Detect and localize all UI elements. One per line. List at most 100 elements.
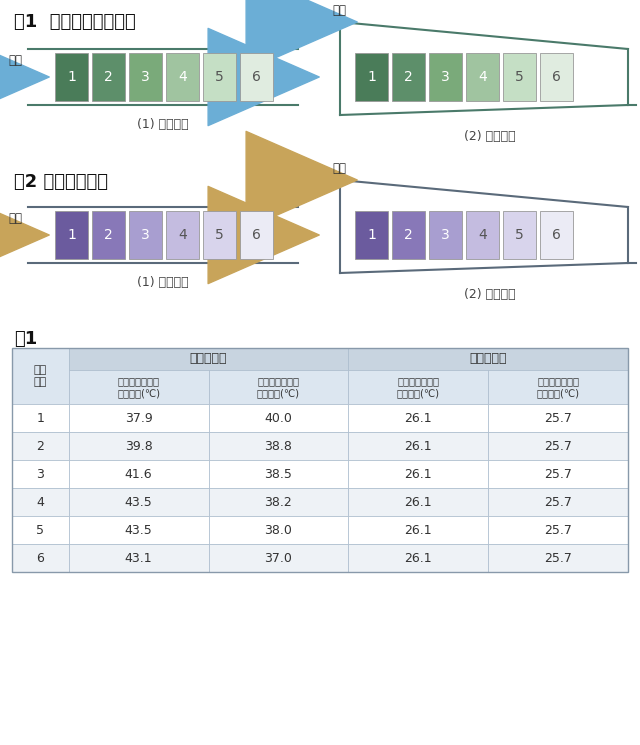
Text: 37.9: 37.9: [125, 411, 152, 425]
Text: 43.5: 43.5: [125, 495, 152, 509]
Bar: [488, 544, 628, 572]
Bar: [348, 432, 488, 460]
Bar: [12, 544, 68, 572]
Text: 3: 3: [36, 468, 44, 481]
Text: 液体: 液体: [8, 212, 22, 225]
Bar: [240, 211, 273, 259]
Bar: [503, 211, 536, 259]
Bar: [68, 516, 209, 544]
Text: 2: 2: [404, 70, 413, 84]
Bar: [55, 211, 88, 259]
Text: 液体: 液体: [332, 162, 346, 175]
Text: 1: 1: [367, 70, 376, 84]
Bar: [209, 370, 348, 404]
Bar: [540, 211, 573, 259]
Bar: [540, 53, 573, 101]
Bar: [209, 460, 348, 488]
Text: 40.0: 40.0: [264, 411, 292, 425]
Text: 2: 2: [404, 228, 413, 242]
Bar: [203, 53, 236, 101]
Bar: [355, 53, 388, 101]
Bar: [209, 432, 348, 460]
Bar: [348, 460, 488, 488]
Bar: [68, 488, 209, 516]
Bar: [12, 432, 68, 460]
Bar: [503, 53, 536, 101]
Bar: [12, 404, 68, 432]
Text: 4: 4: [178, 228, 187, 242]
Bar: [209, 516, 348, 544]
Bar: [348, 516, 488, 544]
Text: 5: 5: [215, 70, 224, 84]
Text: 1: 1: [67, 70, 76, 84]
Text: 并联式流道下的
最高温度(℃): 并联式流道下的 最高温度(℃): [257, 376, 300, 398]
Bar: [68, 404, 209, 432]
Text: 26.1: 26.1: [404, 495, 432, 509]
Text: 1: 1: [67, 228, 76, 242]
Text: 25.7: 25.7: [544, 551, 572, 565]
Bar: [466, 211, 499, 259]
Text: 空气: 空气: [8, 54, 22, 67]
Text: 25.7: 25.7: [544, 495, 572, 509]
Text: 26.1: 26.1: [404, 411, 432, 425]
Text: 4: 4: [178, 70, 187, 84]
Bar: [92, 211, 125, 259]
Bar: [92, 53, 125, 101]
Text: 38.8: 38.8: [264, 440, 292, 452]
Text: 25.7: 25.7: [544, 524, 572, 536]
Bar: [355, 211, 388, 259]
Bar: [348, 404, 488, 432]
Bar: [392, 53, 425, 101]
Text: 液冷模式下: 液冷模式下: [469, 352, 507, 366]
Text: 空气: 空气: [332, 4, 346, 17]
Bar: [488, 488, 628, 516]
Text: 2: 2: [104, 228, 113, 242]
Text: 2: 2: [36, 440, 44, 452]
Text: 37.0: 37.0: [264, 551, 292, 565]
Text: 6: 6: [552, 228, 561, 242]
Text: (1) 串联流道: (1) 串联流道: [137, 118, 189, 132]
Text: 4: 4: [478, 228, 487, 242]
Text: 电池
组号: 电池 组号: [34, 365, 47, 387]
Text: 38.5: 38.5: [264, 468, 292, 481]
Text: 6: 6: [36, 551, 44, 565]
Text: 43.5: 43.5: [125, 524, 152, 536]
Text: 26.1: 26.1: [404, 440, 432, 452]
Text: 5: 5: [215, 228, 224, 242]
Bar: [68, 460, 209, 488]
Text: 38.0: 38.0: [264, 524, 292, 536]
Text: 4: 4: [478, 70, 487, 84]
Bar: [55, 53, 88, 101]
Text: 图1  空气冷却电池通道: 图1 空气冷却电池通道: [14, 13, 136, 31]
Text: 串联式流道下的
最高温度(℃): 串联式流道下的 最高温度(℃): [117, 376, 160, 398]
Bar: [488, 516, 628, 544]
Text: 3: 3: [441, 228, 450, 242]
Bar: [68, 348, 348, 370]
Bar: [429, 53, 462, 101]
Bar: [348, 348, 628, 370]
Bar: [129, 53, 162, 101]
Text: 5: 5: [515, 228, 524, 242]
Bar: [68, 544, 209, 572]
Text: 6: 6: [552, 70, 561, 84]
Text: 风冷模式下: 风冷模式下: [189, 352, 227, 366]
Text: 5: 5: [36, 524, 44, 536]
Bar: [68, 370, 209, 404]
Bar: [12, 348, 628, 572]
Bar: [488, 460, 628, 488]
Bar: [348, 544, 488, 572]
Text: 并联式流道下的
最高温度(℃): 并联式流道下的 最高温度(℃): [536, 376, 580, 398]
Text: (2) 并联流道: (2) 并联流道: [464, 288, 516, 302]
Text: 43.1: 43.1: [125, 551, 152, 565]
Text: 4: 4: [36, 495, 44, 509]
Text: 5: 5: [515, 70, 524, 84]
Bar: [488, 432, 628, 460]
Bar: [12, 348, 68, 404]
Bar: [68, 432, 209, 460]
Text: 串联式流道下的
最高温度(℃): 串联式流道下的 最高温度(℃): [397, 376, 440, 398]
Text: 表1: 表1: [14, 330, 37, 348]
Bar: [488, 404, 628, 432]
Text: 26.1: 26.1: [404, 524, 432, 536]
Text: 1: 1: [36, 411, 44, 425]
Bar: [348, 488, 488, 516]
